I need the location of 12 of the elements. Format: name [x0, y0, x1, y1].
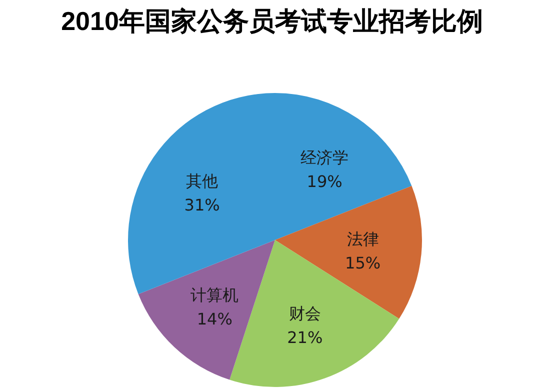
slice-label: 其他	[186, 171, 218, 190]
data-label: 19%	[306, 172, 342, 192]
pie-slice	[138, 240, 275, 380]
chart-title: 2010年国家公务员考试专业招考比例	[60, 5, 484, 38]
data-label: 21%	[287, 328, 323, 347]
slice-label: 财会	[288, 304, 321, 323]
slice-label: 计算机	[190, 285, 239, 304]
slice-label: 经济学	[300, 148, 349, 168]
data-label: 15%	[345, 253, 381, 272]
data-label: 31%	[184, 195, 220, 214]
slice-label: 法律	[346, 229, 379, 248]
data-label: 14%	[196, 309, 232, 328]
